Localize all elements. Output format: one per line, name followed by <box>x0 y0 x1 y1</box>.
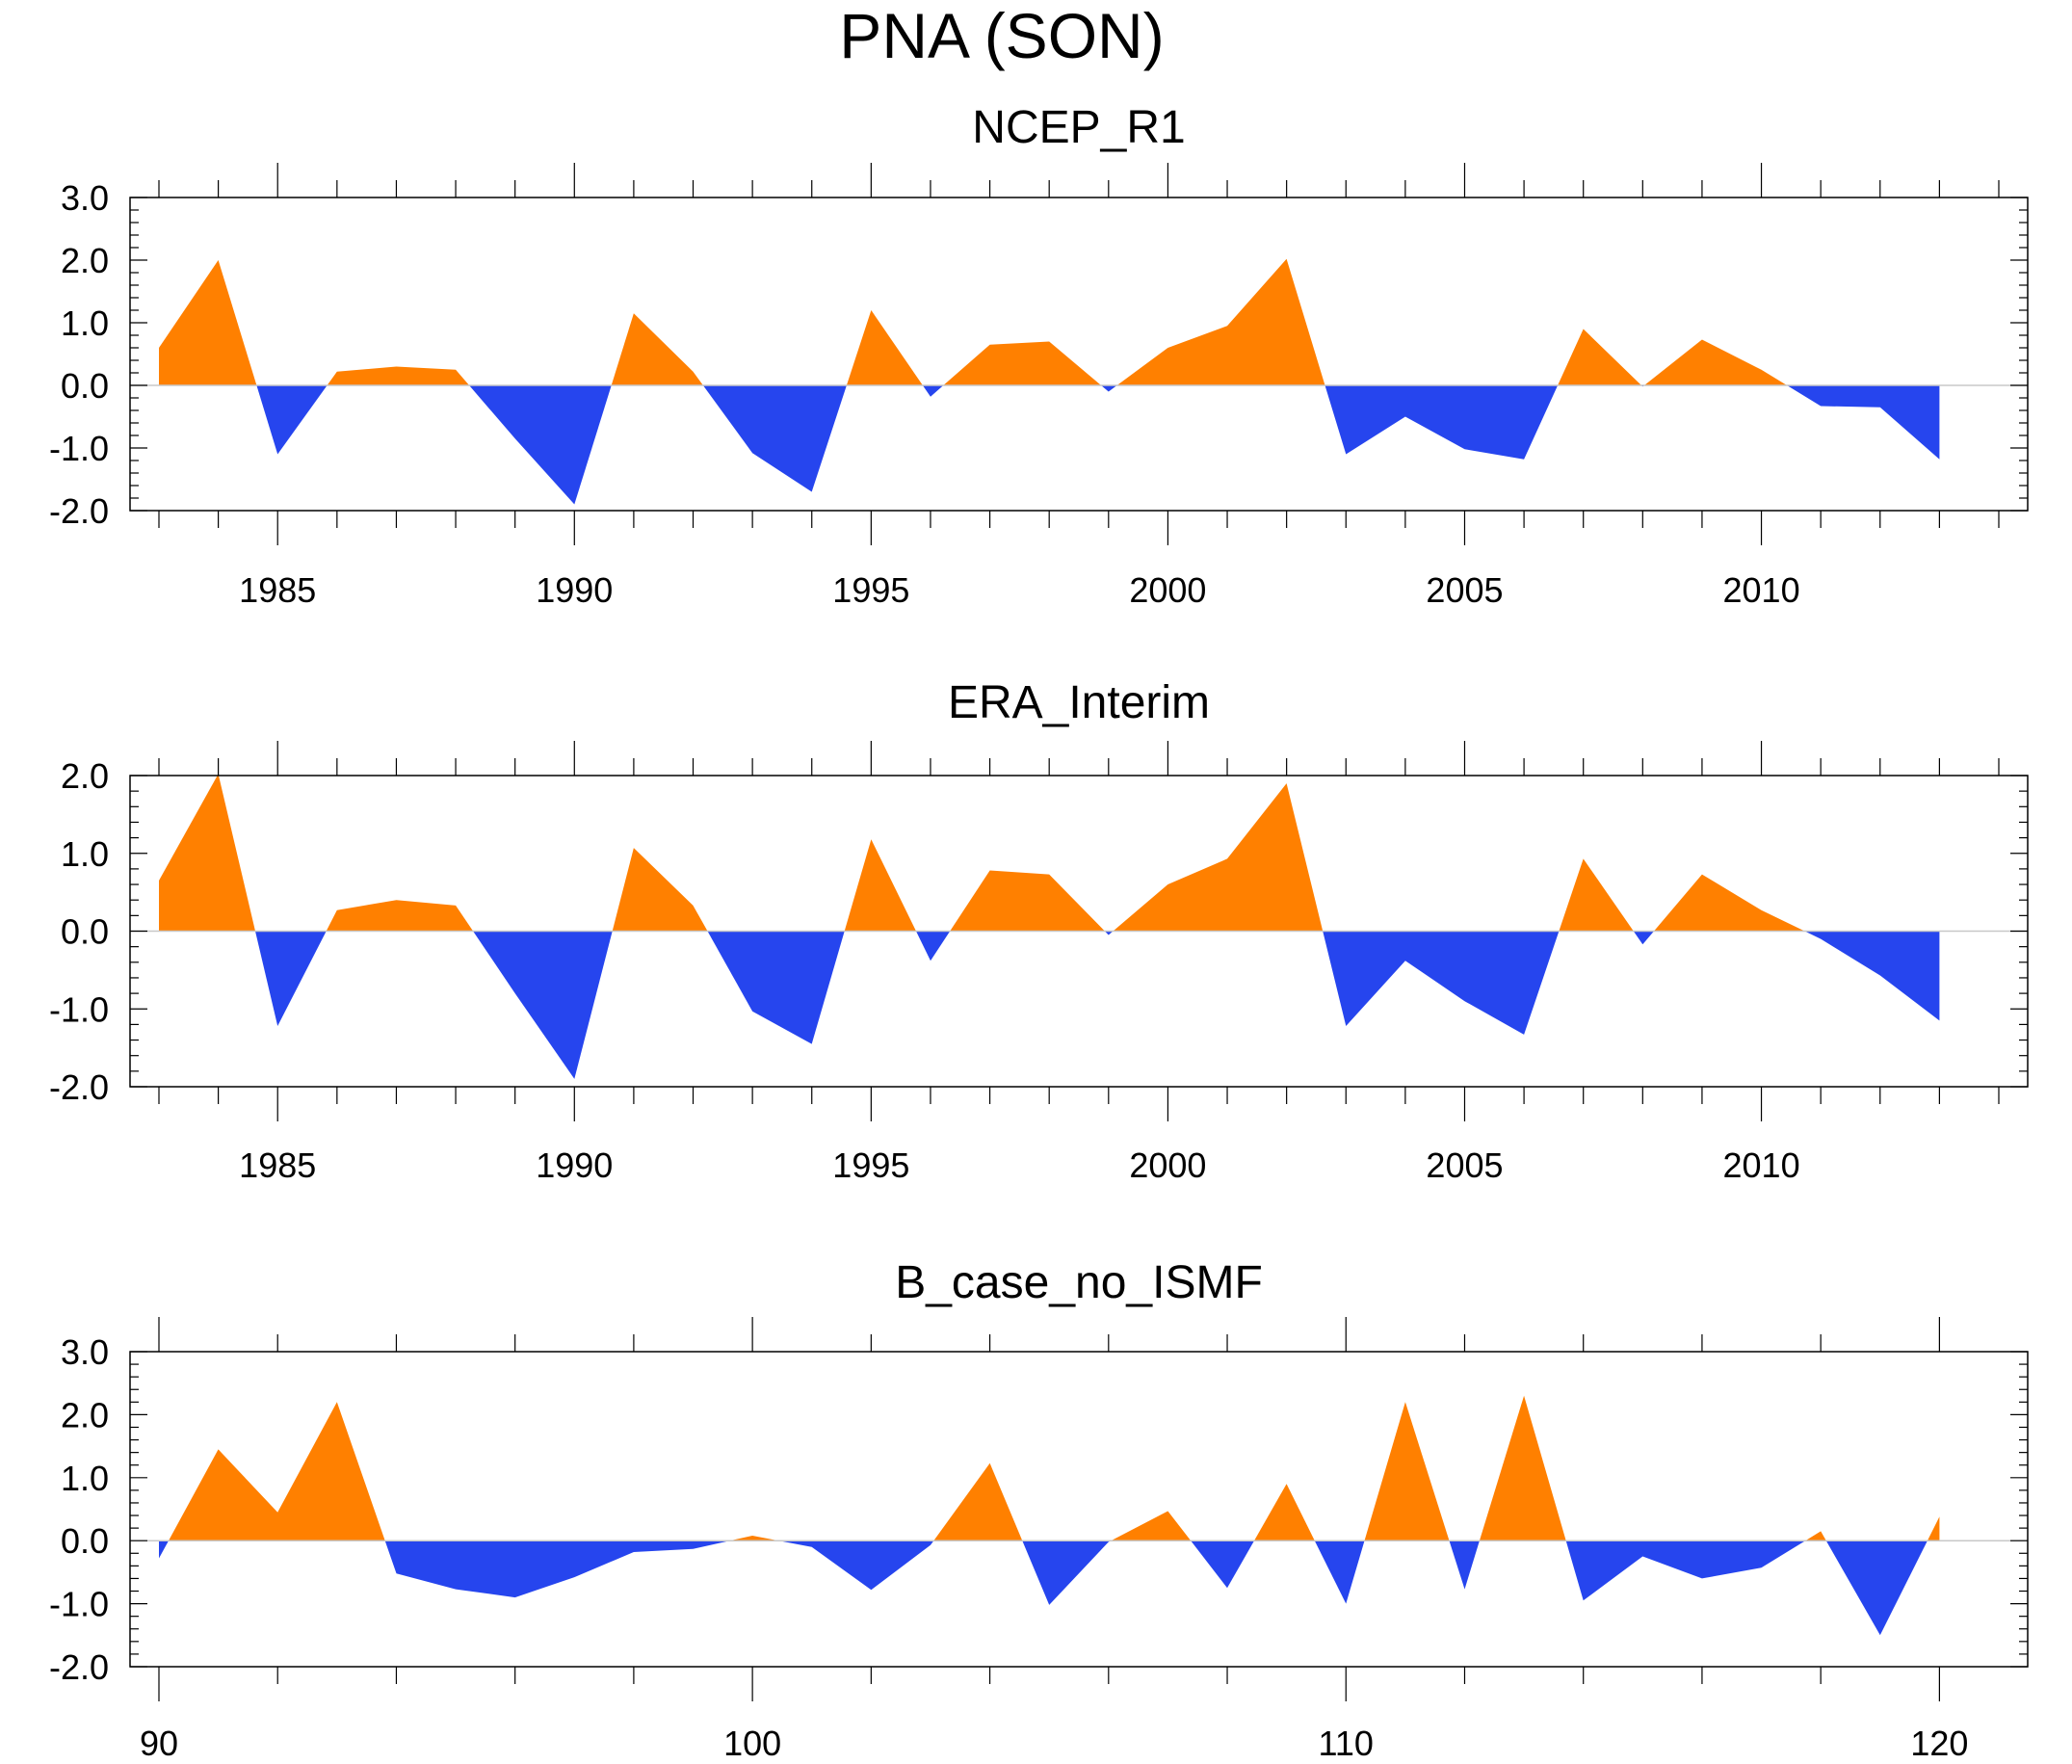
positive-area <box>159 260 257 385</box>
negative-area <box>1323 931 1560 1035</box>
positive-area <box>326 900 474 932</box>
positive-area <box>846 310 923 385</box>
panel-title: ERA_Interim <box>948 677 1210 728</box>
negative-area <box>916 931 951 961</box>
x-tick-label: 2000 <box>1129 570 1206 610</box>
positive-area <box>1558 329 1641 385</box>
y-tick-label: 1.0 <box>61 303 109 343</box>
x-tick-label: 1985 <box>239 570 316 610</box>
y-tick-label: 0.0 <box>61 1521 109 1561</box>
positive-area <box>1364 1402 1450 1541</box>
positive-area <box>1254 1484 1315 1541</box>
positive-area <box>933 1462 1023 1541</box>
positive-area <box>1559 858 1634 932</box>
negative-area <box>702 385 847 492</box>
negative-area <box>1787 385 1940 460</box>
negative-area <box>1804 931 1940 1021</box>
y-tick-label: -1.0 <box>49 429 109 468</box>
x-tick-label: 2005 <box>1426 570 1503 610</box>
negative-area <box>778 1540 934 1591</box>
positive-area <box>1654 874 1805 932</box>
x-tick-label: 90 <box>140 1724 178 1763</box>
positive-area <box>950 870 1105 932</box>
y-tick-label: 3.0 <box>61 1332 109 1372</box>
y-tick-label: 3.0 <box>61 178 109 218</box>
x-tick-label: 2010 <box>1723 1145 1800 1185</box>
positive-area <box>1805 1531 1826 1541</box>
y-tick-label: -1.0 <box>49 1585 109 1624</box>
positive-area <box>943 341 1102 385</box>
positive-area <box>844 839 916 932</box>
x-tick-label: 110 <box>1319 1724 1374 1763</box>
positive-area <box>1111 1511 1192 1541</box>
positive-area <box>169 1402 385 1541</box>
negative-area <box>1449 1540 1480 1590</box>
x-tick-label: 2010 <box>1723 570 1800 610</box>
chart-panel-2: ERA_Interim 2.0 1.0 0.0 -1.0 -2.0 1985 1990 1995… <box>49 677 2029 1185</box>
x-tick-label: 1995 <box>832 570 909 610</box>
negative-area <box>1565 1540 1806 1601</box>
x-tick-label: 2000 <box>1129 1145 1206 1185</box>
negative-area <box>922 385 944 397</box>
y-tick-label: -2.0 <box>49 1067 109 1107</box>
positive-area <box>1113 783 1324 932</box>
x-tick-label: 1990 <box>536 1145 613 1185</box>
negative-area <box>1101 385 1117 392</box>
x-tick-label: 100 <box>723 1724 781 1763</box>
y-tick-label: 1.0 <box>61 834 109 874</box>
negative-area <box>256 385 328 455</box>
negative-area <box>1325 385 1559 460</box>
x-tick-label: 2005 <box>1426 1145 1503 1185</box>
panel-title: NCEP_R1 <box>972 102 1185 153</box>
positive-area <box>729 1536 779 1541</box>
negative-area <box>469 385 612 505</box>
negative-area <box>1104 931 1114 935</box>
negative-area <box>1022 1540 1112 1605</box>
positive-area <box>611 313 703 385</box>
y-tick-label: -2.0 <box>49 1647 109 1687</box>
x-tick-label: 1990 <box>536 570 613 610</box>
positive-area <box>1116 258 1325 385</box>
y-tick-label: -2.0 <box>49 491 109 531</box>
positive-area <box>1927 1516 1940 1541</box>
x-tick-label: 120 <box>1910 1724 1968 1763</box>
negative-area <box>384 1540 730 1598</box>
y-tick-label: 2.0 <box>61 756 109 796</box>
negative-area <box>255 931 327 1026</box>
plot-frame <box>129 1351 2029 1668</box>
positive-area <box>1644 339 1788 385</box>
chart-panel-1: NCEP_R1 3.0 2.0 1.0 0.0 -1.0 -2.0 1985 1990 1995 2… <box>49 102 2029 610</box>
positive-area <box>1479 1395 1566 1541</box>
negative-area <box>707 931 845 1044</box>
y-tick-label: 0.0 <box>61 366 109 406</box>
negative-area <box>1633 931 1654 945</box>
negative-area <box>1314 1540 1365 1604</box>
panel-title: B_case_no_ISMF <box>895 1257 1263 1308</box>
positive-area <box>159 774 255 932</box>
figure-title: PNA (SON) <box>839 0 1164 71</box>
positive-area <box>327 366 470 385</box>
y-tick-label: 2.0 <box>61 1395 109 1435</box>
x-tick-label: 1985 <box>239 1145 316 1185</box>
negative-area <box>159 1540 169 1559</box>
negative-area <box>1825 1540 1928 1636</box>
positive-area <box>612 848 708 932</box>
negative-area <box>1191 1540 1254 1589</box>
y-tick-label: 2.0 <box>61 241 109 280</box>
x-tick-label: 1995 <box>832 1145 909 1185</box>
negative-area <box>473 931 613 1079</box>
plot-frame <box>129 197 2029 512</box>
y-tick-label: 1.0 <box>61 1459 109 1498</box>
chart-panel-3: B_case_no_ISMF 3.0 2.0 1.0 0.0 -1.0 -2.0 90 100 1… <box>49 1257 2029 1763</box>
y-tick-label: -1.0 <box>49 989 109 1029</box>
y-tick-label: 0.0 <box>61 912 109 952</box>
